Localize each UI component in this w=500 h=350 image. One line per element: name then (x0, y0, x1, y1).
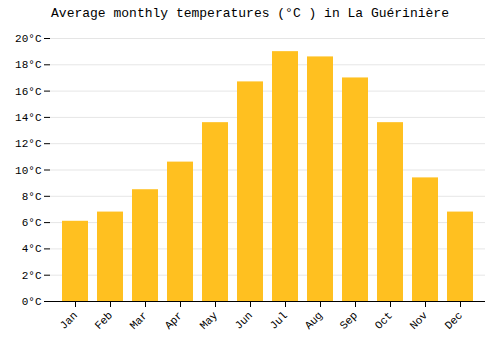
svg-text:10°C: 10°C (15, 165, 42, 177)
svg-text:May: May (198, 309, 221, 332)
svg-text:Aug: Aug (303, 309, 325, 331)
svg-text:Jun: Jun (233, 309, 255, 331)
svg-text:16°C: 16°C (15, 86, 42, 98)
html-text:Average monthly temperatures (: Average monthly temperatures (°C ) in La… (51, 6, 449, 21)
svg-text:Jul: Jul (268, 309, 290, 331)
svg-text:Apr: Apr (163, 309, 185, 331)
svg-text:Nov: Nov (408, 309, 431, 332)
svg-text:2°C: 2°C (22, 270, 42, 282)
svg-text:Oct: Oct (373, 309, 395, 331)
svg-text:8°C: 8°C (22, 191, 42, 203)
svg-text:6°C: 6°C (22, 217, 42, 229)
svg-text:14°C: 14°C (15, 112, 42, 124)
svg-text:20°C: 20°C (15, 33, 42, 45)
svg-text:12°C: 12°C (15, 138, 42, 150)
svg-text:Feb: Feb (93, 309, 115, 331)
svg-text:Jan: Jan (58, 309, 80, 331)
svg-text:Dec: Dec (443, 309, 465, 331)
svg-text:Mar: Mar (128, 309, 150, 331)
svg-text:Sep: Sep (338, 309, 360, 331)
svg-text:18°C: 18°C (15, 59, 42, 71)
svg-text:4°C: 4°C (22, 243, 42, 255)
svg-text:0°C: 0°C (22, 296, 42, 308)
